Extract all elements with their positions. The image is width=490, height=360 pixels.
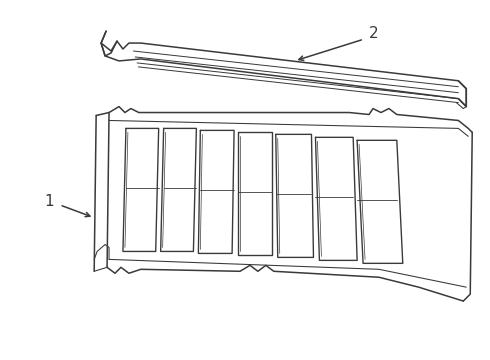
Text: 2: 2 — [369, 26, 379, 41]
Text: 1: 1 — [45, 194, 54, 209]
